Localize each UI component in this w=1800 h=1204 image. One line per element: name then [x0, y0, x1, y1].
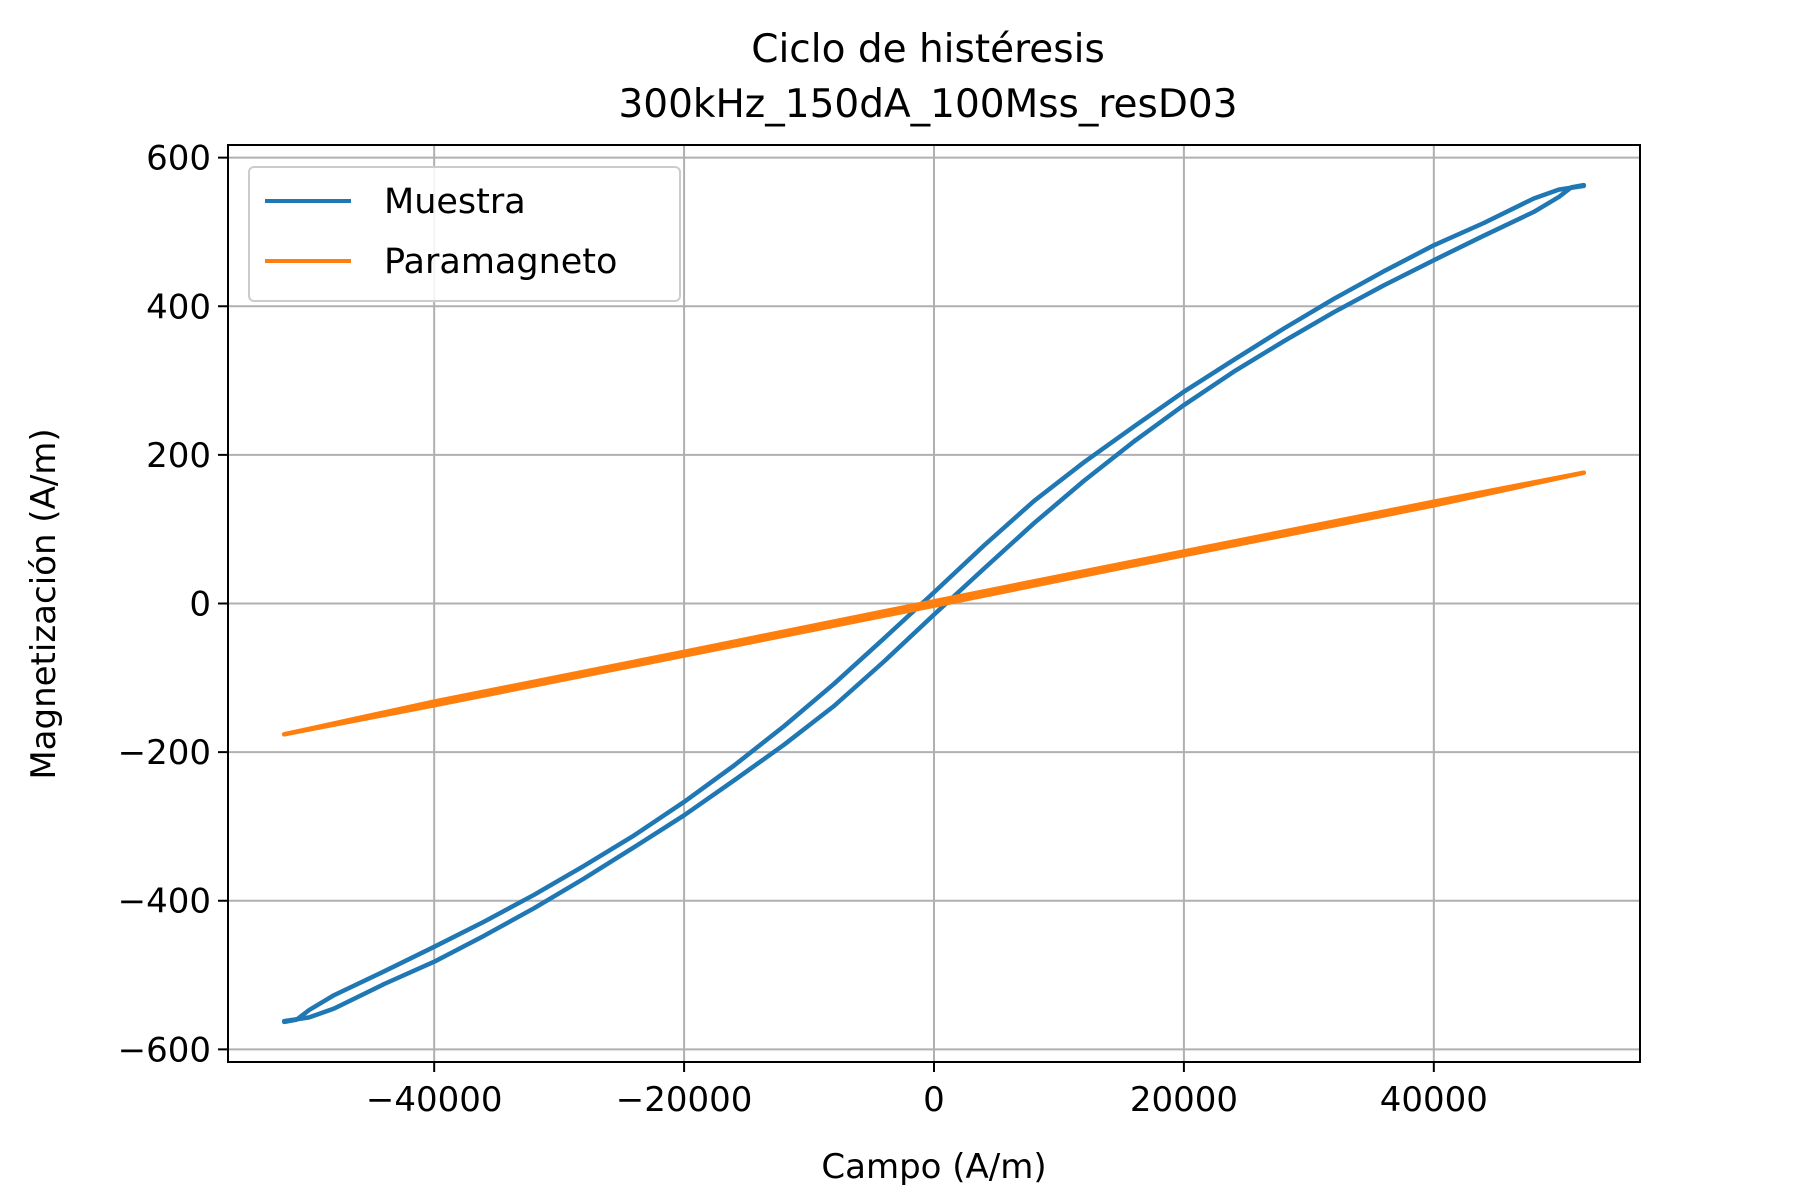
- y-tick-label: 600: [146, 139, 211, 179]
- y-tick-label: 0: [189, 585, 211, 625]
- legend: Muestra Paramagneto: [248, 166, 681, 302]
- y-tick-label: −600: [118, 1030, 211, 1070]
- y-tick-label: 200: [146, 436, 211, 476]
- x-tick-label: −40000: [366, 1080, 503, 1120]
- y-tick-label: 400: [146, 287, 211, 327]
- x-tick-label: 0: [923, 1080, 945, 1120]
- chart-title-line2: 300kHz_150dA_100Mss_resD03: [618, 82, 1237, 127]
- x-tick-label: 20000: [1130, 1080, 1238, 1120]
- series-line-paramagneto-branch-1: [281, 470, 1587, 737]
- x-axis-label: Campo (A/m): [821, 1147, 1046, 1187]
- plot-frame: [227, 144, 1641, 1063]
- series-line-muestra-branch-2: [281, 183, 1587, 1025]
- series-line-muestra-branch-1: [281, 182, 1587, 1024]
- plot-series: [281, 182, 1587, 1025]
- legend-label-muestra: Muestra: [384, 182, 526, 222]
- axis-ticks: −40000 −20000 0 20000 40000 −600 −400 −200 0 200 4…: [118, 139, 1488, 1120]
- series-line-paramagneto-branch-2: [281, 470, 1587, 737]
- y-axis-label: Magnetización (A/m): [24, 428, 64, 779]
- chart-title-line1: Ciclo de histéresis: [751, 27, 1105, 72]
- y-tick-label: −200: [118, 733, 211, 773]
- legend-box: [248, 166, 681, 302]
- legend-label-paramagneto: Paramagneto: [384, 242, 617, 282]
- y-tick-label: −400: [118, 882, 211, 922]
- x-tick-label: 40000: [1380, 1080, 1488, 1120]
- x-tick-label: −20000: [616, 1080, 753, 1120]
